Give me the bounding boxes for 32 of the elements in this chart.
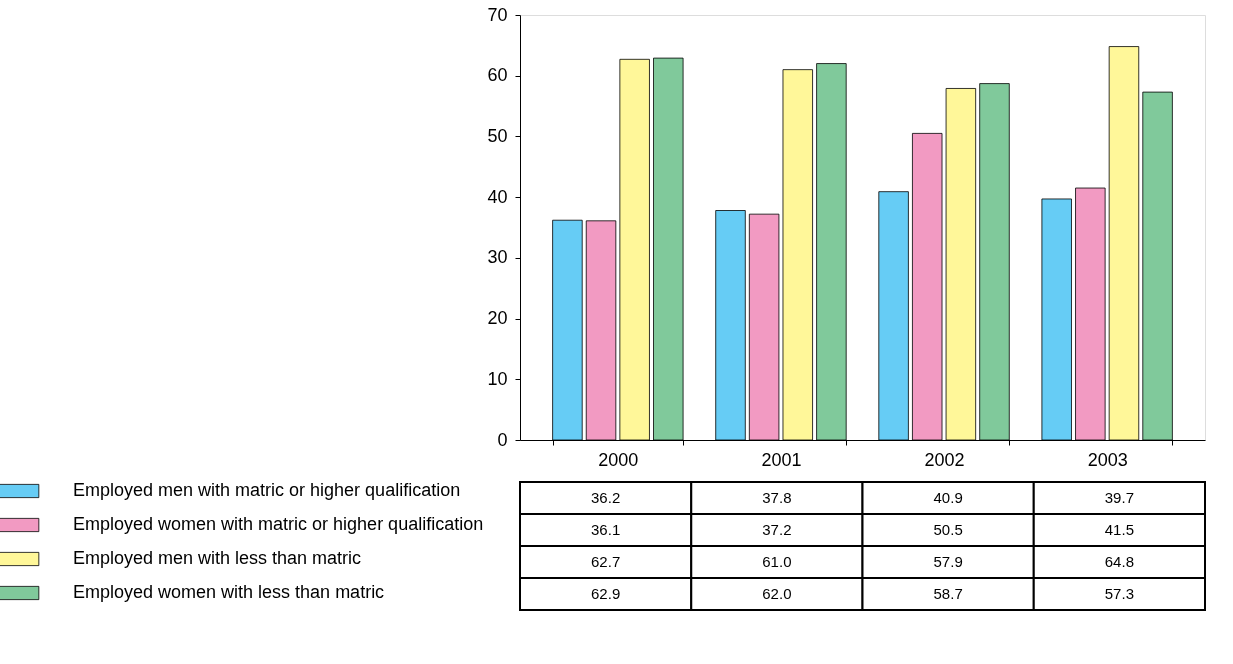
y-tick-label: 40 [487,186,508,207]
data-label: 58.7 [933,585,963,602]
legend-label: Employed men with matric or higher qualification [73,480,461,500]
y-tick-label: 0 [497,429,508,450]
data-label: 36.2 [591,489,621,506]
data-label: 62.0 [762,585,792,602]
legend-label: Employed women with less than matric [73,582,385,602]
x-tick-label: 2002 [924,449,965,470]
data-label: 39.7 [1104,489,1134,506]
data-label: 61.0 [762,553,792,570]
x-tick-label: 2001 [761,449,802,470]
x-tick-label: 2003 [1087,449,1128,470]
data-label: 57.3 [1104,585,1134,602]
data-label: 40.9 [933,489,963,506]
y-tick-label: 10 [487,368,508,389]
y-tick-label: 60 [487,65,508,86]
data-label: 36.1 [591,521,621,538]
data-label: 37.2 [762,521,792,538]
y-tick-label: 70 [487,4,508,25]
y-tick-label: 20 [487,308,508,329]
data-label: 62.7 [591,553,621,570]
data-label: 62.9 [591,585,621,602]
data-label: 41.5 [1104,521,1134,538]
data-label: 50.5 [933,521,963,538]
legend-label: Employed men with less than matric [73,548,362,568]
data-label: 64.8 [1104,553,1134,570]
data-label: 37.8 [762,489,792,506]
x-tick-label: 2000 [598,449,639,470]
data-label: 57.9 [933,553,963,570]
y-tick-label: 30 [487,247,508,268]
legend-label: Employed women with matric or higher qualification [73,514,484,534]
y-tick-label: 50 [487,125,508,146]
